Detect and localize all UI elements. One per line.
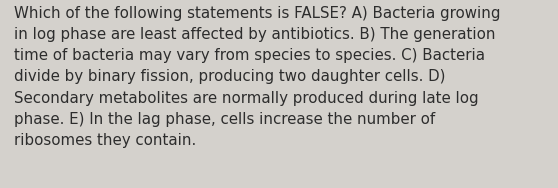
Text: Which of the following statements is FALSE? A) Bacteria growing
in log phase are: Which of the following statements is FAL… xyxy=(14,6,501,148)
